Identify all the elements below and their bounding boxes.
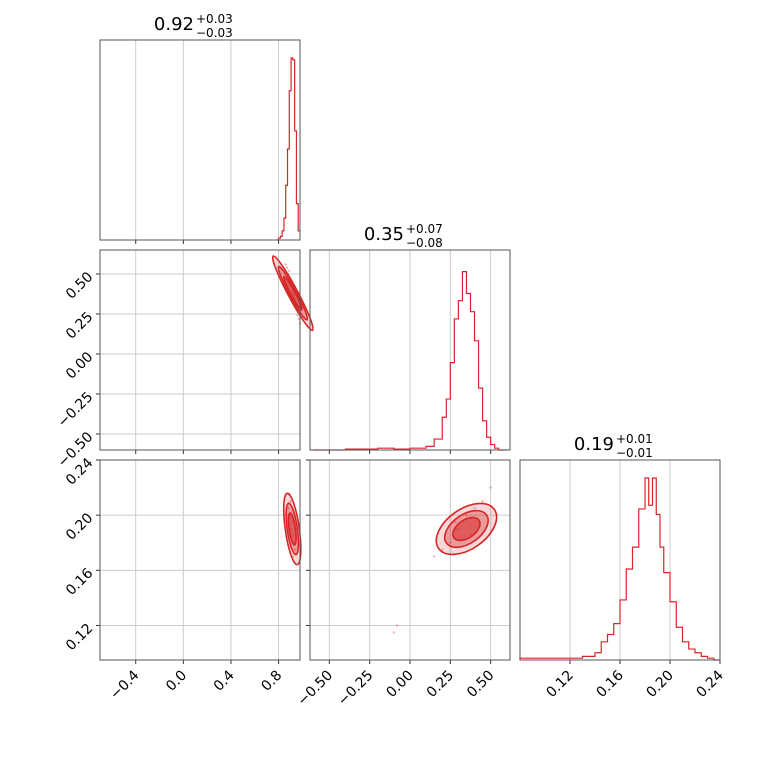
sample-point (432, 555, 436, 558)
panel-param2-vs-param1 (99, 249, 301, 451)
panel-hist-param2 (309, 249, 511, 451)
title-plus: +0.07 (406, 222, 443, 236)
contour-param3-vs-param1-level-3 (287, 512, 297, 546)
sample-point (288, 269, 291, 272)
histogram-param3 (519, 477, 720, 661)
y-tick-label: 0.50 (63, 269, 96, 302)
title-value: 0.19 (574, 434, 614, 455)
title-value: 0.35 (364, 224, 404, 245)
title-param2: 0.35 +0.07−0.08 (364, 222, 443, 250)
sample-point (489, 486, 492, 489)
sample-point (294, 548, 297, 551)
y-tick-label: 0.25 (63, 309, 96, 342)
sample-point (449, 541, 452, 544)
sample-point (481, 500, 484, 503)
contour-param3-vs-param2-level-3 (452, 516, 481, 542)
x-tick-label: 0.4 (211, 667, 238, 694)
title-plus: +0.01 (616, 432, 653, 446)
sample-point (453, 520, 457, 524)
x-tick-label: 0.20 (643, 668, 676, 701)
sample-point (289, 500, 292, 503)
scatter-param3-vs-param1 (282, 492, 302, 566)
contour-param2-vs-param1-level-3 (282, 275, 303, 311)
sample-point (392, 631, 396, 634)
sample-point (441, 548, 444, 551)
x-tick-label: 0.00 (383, 668, 416, 701)
panel-hist-param3 (519, 459, 721, 661)
histogram-param2 (313, 271, 507, 451)
sample-point (284, 263, 287, 266)
scatter-param2-vs-param1 (271, 255, 314, 332)
histogram-param1 (276, 57, 300, 241)
panel-hist-param1 (99, 39, 301, 241)
x-tick-label: 0.0 (163, 668, 190, 695)
y-tick-label: 0.16 (63, 565, 96, 598)
scatter-param3-vs-param2 (392, 486, 498, 634)
x-tick-label: 0.12 (543, 668, 576, 701)
y-tick-label: 0.00 (63, 349, 96, 382)
x-tick-label: −0.50 (295, 668, 337, 710)
x-tick-label: 0.25 (424, 668, 457, 701)
y-tick-label: 0.20 (63, 510, 96, 543)
x-tick-label: 0.50 (464, 668, 497, 701)
sample-point (285, 266, 289, 269)
sample-point (473, 507, 476, 510)
title-value: 0.92 (154, 14, 194, 35)
sample-point (286, 507, 290, 510)
title-plus: +0.03 (196, 12, 233, 26)
sample-point (296, 314, 299, 317)
title-minus: −0.08 (406, 236, 443, 250)
panel-param3-vs-param2 (309, 459, 511, 661)
x-tick-label: 0.16 (593, 667, 626, 700)
title-param3: 0.19 +0.01−0.01 (574, 432, 653, 460)
x-tick-label: 0.24 (693, 667, 726, 700)
panel-param3-vs-param1 (99, 459, 301, 661)
title-param1: 0.92 +0.03−0.03 (154, 12, 233, 40)
title-minus: −0.01 (616, 446, 653, 460)
sample-point (297, 317, 301, 320)
x-tick-label: −0.25 (335, 668, 377, 710)
y-tick-label: 0.12 (63, 621, 96, 654)
title-minus: −0.03 (196, 26, 233, 40)
x-tick-label: −0.4 (107, 667, 142, 702)
sample-point (395, 624, 399, 627)
sample-point (465, 513, 468, 517)
y-tick-label: −0.25 (55, 389, 97, 431)
x-tick-label: 0.8 (258, 668, 285, 695)
